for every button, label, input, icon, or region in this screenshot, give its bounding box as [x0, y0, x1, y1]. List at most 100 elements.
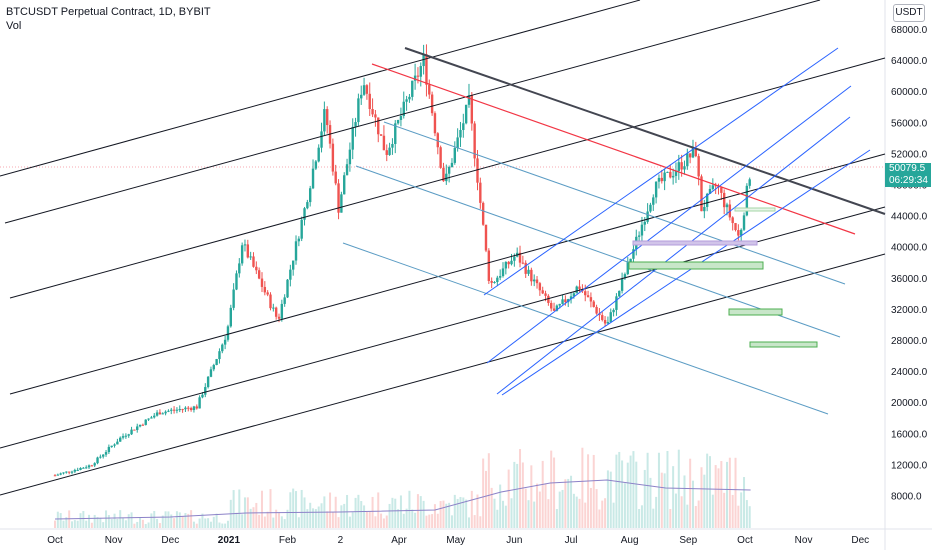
- candle-body: [572, 293, 576, 297]
- price-tick-label: 20000.0: [891, 398, 928, 409]
- time-tick-label: Sep: [679, 535, 697, 546]
- candle-body: [626, 261, 629, 275]
- volume-bar: [623, 483, 626, 528]
- black-channel-line-6[interactable]: [0, 253, 886, 496]
- volume-bar: [660, 472, 663, 528]
- volume-bar: [686, 504, 689, 528]
- time-tick-label: Nov: [105, 535, 123, 546]
- black-channel-line-3[interactable]: [9, 57, 886, 299]
- candle-body: [657, 177, 661, 182]
- candle-body: [663, 172, 666, 182]
- green-zone-4[interactable]: [734, 207, 776, 212]
- volume-bar: [584, 502, 587, 528]
- volume-bar: [490, 487, 493, 528]
- symbol-title[interactable]: BTCUSDT Perpetual Contract, 1D, BYBIT: [6, 6, 211, 18]
- candle-body: [365, 85, 369, 94]
- volume-bar: [629, 455, 632, 528]
- volume-bar: [164, 511, 167, 528]
- volume-bar: [309, 502, 312, 528]
- volume-bar: [122, 517, 125, 528]
- candle-body: [277, 316, 281, 319]
- candle-body: [498, 276, 502, 278]
- candle-body: [337, 183, 340, 213]
- drawings[interactable]: [0, 0, 886, 496]
- candle-body: [184, 407, 187, 410]
- candle-body: [209, 369, 213, 377]
- volume-bar: [621, 460, 624, 528]
- green-zone-3[interactable]: [749, 341, 818, 348]
- volume-bar: [365, 511, 368, 528]
- currency-button[interactable]: USDT: [893, 4, 925, 22]
- candle-body: [419, 66, 422, 77]
- candle-body: [93, 463, 96, 466]
- volume-bar: [354, 497, 357, 528]
- candle-body: [107, 446, 111, 453]
- volume-bar: [295, 491, 298, 528]
- candle-body: [170, 409, 173, 411]
- candle-body: [269, 294, 272, 309]
- candle-body: [246, 244, 250, 258]
- candle-body: [708, 188, 712, 194]
- volume-bar: [96, 517, 99, 528]
- candle-body: [501, 268, 505, 277]
- purple-zone[interactable]: [632, 240, 758, 246]
- candle-body: [150, 417, 153, 419]
- black-channel-line-1[interactable]: [0, 0, 641, 177]
- dark-trendline[interactable]: [404, 47, 886, 215]
- volume-bar: [314, 509, 317, 528]
- volume-ma-line: [54, 479, 751, 520]
- candle-body: [731, 217, 734, 224]
- volume-bar: [224, 523, 227, 528]
- candle-body: [612, 309, 615, 313]
- volume-bar: [385, 515, 388, 528]
- candle-body: [331, 143, 335, 172]
- volume-bar: [683, 475, 686, 528]
- volume-bar: [612, 502, 615, 528]
- volume-bar: [175, 511, 178, 528]
- volume-bar: [743, 477, 746, 528]
- candle-body: [606, 322, 610, 324]
- volume-label[interactable]: Vol: [6, 20, 22, 32]
- price-tick-label: 12000.0: [891, 460, 928, 471]
- black-channel-line-2[interactable]: [4, 0, 821, 224]
- candle-body: [677, 162, 681, 171]
- blue-channel-line-4[interactable]: [501, 149, 871, 396]
- candle-body: [113, 444, 116, 446]
- green-zone-2[interactable]: [728, 308, 783, 316]
- candle-body: [405, 99, 408, 102]
- volume-bar: [300, 489, 303, 528]
- volume-bar: [289, 492, 292, 528]
- black-channel-line-5[interactable]: [0, 206, 886, 449]
- candle-body: [144, 419, 147, 425]
- candle-body: [377, 117, 380, 135]
- volume-bar: [380, 513, 383, 528]
- candle-body: [589, 297, 593, 302]
- volume-bar: [56, 511, 59, 528]
- gray-channel-line-3[interactable]: [342, 242, 829, 415]
- blue-channel-line-1[interactable]: [483, 47, 839, 296]
- blue-channel-line-3[interactable]: [496, 116, 851, 395]
- candle-body: [73, 469, 77, 472]
- volume-bar: [399, 495, 402, 528]
- candle-body: [354, 122, 357, 127]
- price-axis[interactable]: 68000.064000.060000.056000.052000.048000…: [891, 25, 928, 503]
- gray-channel-line-1[interactable]: [383, 121, 846, 285]
- red-trendline[interactable]: [371, 63, 856, 235]
- volume-bar: [286, 509, 289, 528]
- time-axis[interactable]: Oct Nov Dec 2021 Feb 2 Apr May Jun Jul Aug Sep Oct No…: [47, 535, 869, 546]
- price-tick-label: 8000.0: [891, 492, 922, 503]
- volume-bar: [317, 506, 320, 528]
- candle-body: [340, 194, 343, 213]
- volume-bar: [652, 508, 655, 528]
- candle-body: [164, 411, 167, 414]
- candle-body: [725, 204, 729, 208]
- volume-bar: [252, 507, 255, 528]
- volume-bar: [482, 458, 485, 528]
- black-channel-line-4[interactable]: [9, 153, 886, 395]
- candle-body: [102, 454, 105, 457]
- volume-bar: [433, 504, 436, 528]
- green-zone-1[interactable]: [628, 261, 764, 270]
- blue-channel-line-2[interactable]: [486, 85, 852, 364]
- candle-body: [391, 144, 394, 148]
